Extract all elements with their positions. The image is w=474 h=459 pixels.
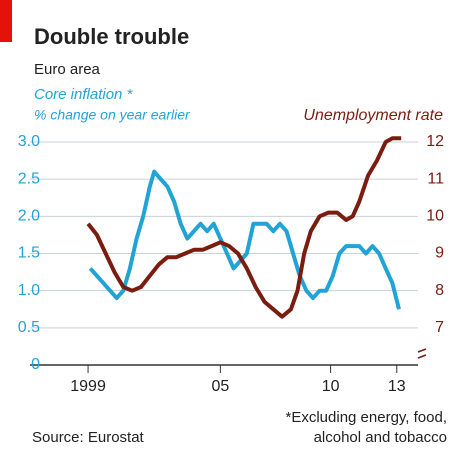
y2-tick-label: 7 bbox=[435, 319, 444, 336]
y2-tick-label: 8 bbox=[435, 282, 444, 299]
y-tick-label: 3.0 bbox=[18, 133, 40, 150]
y2-tick-label: 11 bbox=[427, 170, 444, 187]
series-line bbox=[86, 136, 402, 319]
x-tick-label: 10 bbox=[322, 378, 340, 395]
y2-tick-label: 12 bbox=[426, 133, 444, 150]
x-tick-label: 13 bbox=[388, 378, 406, 395]
y-tick-label: 0.5 bbox=[18, 319, 40, 336]
left-axis-subtitle: % change on year earlier bbox=[34, 107, 191, 123]
y-tick-label: 1.5 bbox=[18, 245, 40, 262]
y2-tick-label: 9 bbox=[435, 245, 444, 262]
footnote: alcohol and tobacco bbox=[314, 429, 447, 446]
right-axis-title: Unemployment rate bbox=[303, 107, 443, 124]
x-tick-label: 05 bbox=[211, 378, 229, 395]
y-tick-label: 2.5 bbox=[18, 170, 40, 187]
chart-title: Double trouble bbox=[34, 24, 189, 49]
source: Source: Eurostat bbox=[32, 429, 145, 446]
corner-tag bbox=[0, 0, 12, 42]
y-tick-label: 1.0 bbox=[18, 282, 40, 299]
axis-break bbox=[417, 348, 427, 359]
y2-tick-label: 10 bbox=[426, 208, 444, 225]
subtitle: Euro area bbox=[34, 61, 101, 78]
left-axis-title: Core inflation * bbox=[34, 86, 134, 103]
y-tick-label: 0 bbox=[31, 356, 40, 373]
series-line bbox=[88, 169, 401, 310]
footnote: *Excluding energy, food, bbox=[286, 409, 448, 426]
y-tick-label: 2.0 bbox=[18, 208, 40, 225]
x-tick-label: 1999 bbox=[70, 378, 106, 395]
